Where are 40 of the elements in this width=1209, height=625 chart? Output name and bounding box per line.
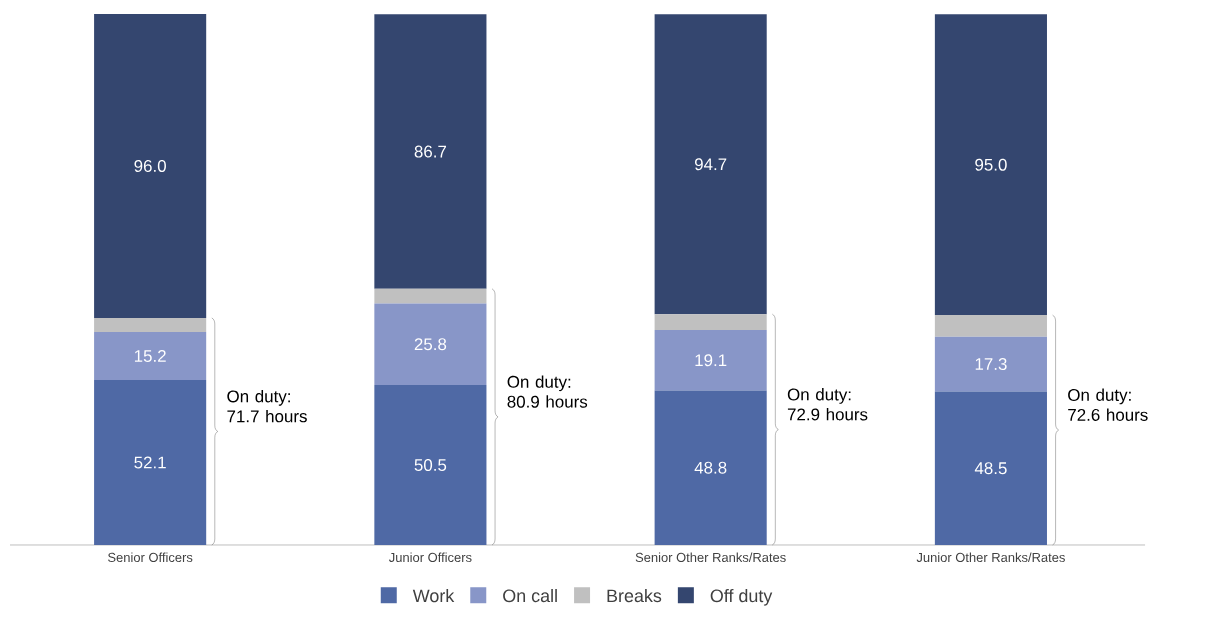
x-tick-label: Junior Other Ranks/Rates [916, 552, 1065, 563]
bar [654, 390, 767, 545]
data-label: 25.8 [414, 338, 447, 351]
bar [94, 13, 207, 318]
bar [374, 14, 487, 289]
bar [374, 288, 487, 304]
bar [934, 14, 1047, 316]
x-tick-label: Junior Officers [388, 552, 472, 563]
legend-label: Work [412, 588, 455, 603]
bar [934, 391, 1047, 545]
annotation: On duty: 72.9 hours [787, 388, 868, 421]
bar [374, 303, 487, 386]
annotation: On duty: 71.7 hours [227, 389, 307, 423]
data-label: 94.7 [694, 158, 727, 171]
bar [94, 331, 207, 381]
bar [374, 385, 487, 545]
legend-label: Off duty [710, 588, 773, 606]
bar [94, 317, 207, 332]
bar [654, 314, 767, 330]
data-label: 50.5 [414, 459, 447, 472]
data-label: 48.5 [974, 462, 1007, 475]
bar [934, 336, 1047, 392]
data-label: 95.0 [975, 158, 1007, 171]
bar [654, 14, 767, 315]
bar [94, 380, 207, 545]
bar [934, 315, 1047, 337]
legend-label: Breaks [607, 588, 662, 603]
legend-label: On call [503, 588, 557, 603]
data-label: 19.1 [695, 354, 727, 367]
x-tick-label: Senior Officers [108, 552, 193, 563]
annotation: On duty: 72.6 hours [1068, 388, 1148, 421]
annotation: On duty: 80.9 hours [507, 375, 588, 408]
data-label: 86.7 [414, 145, 447, 158]
data-label: 96.0 [134, 159, 166, 172]
data-label: 15.2 [134, 349, 166, 362]
x-tick-label: Senior Other Ranks/Rates [635, 552, 786, 563]
bar [654, 329, 767, 391]
data-label: 17.3 [975, 358, 1007, 371]
data-label: 52.1 [134, 456, 166, 469]
data-label: 48.8 [694, 461, 727, 474]
